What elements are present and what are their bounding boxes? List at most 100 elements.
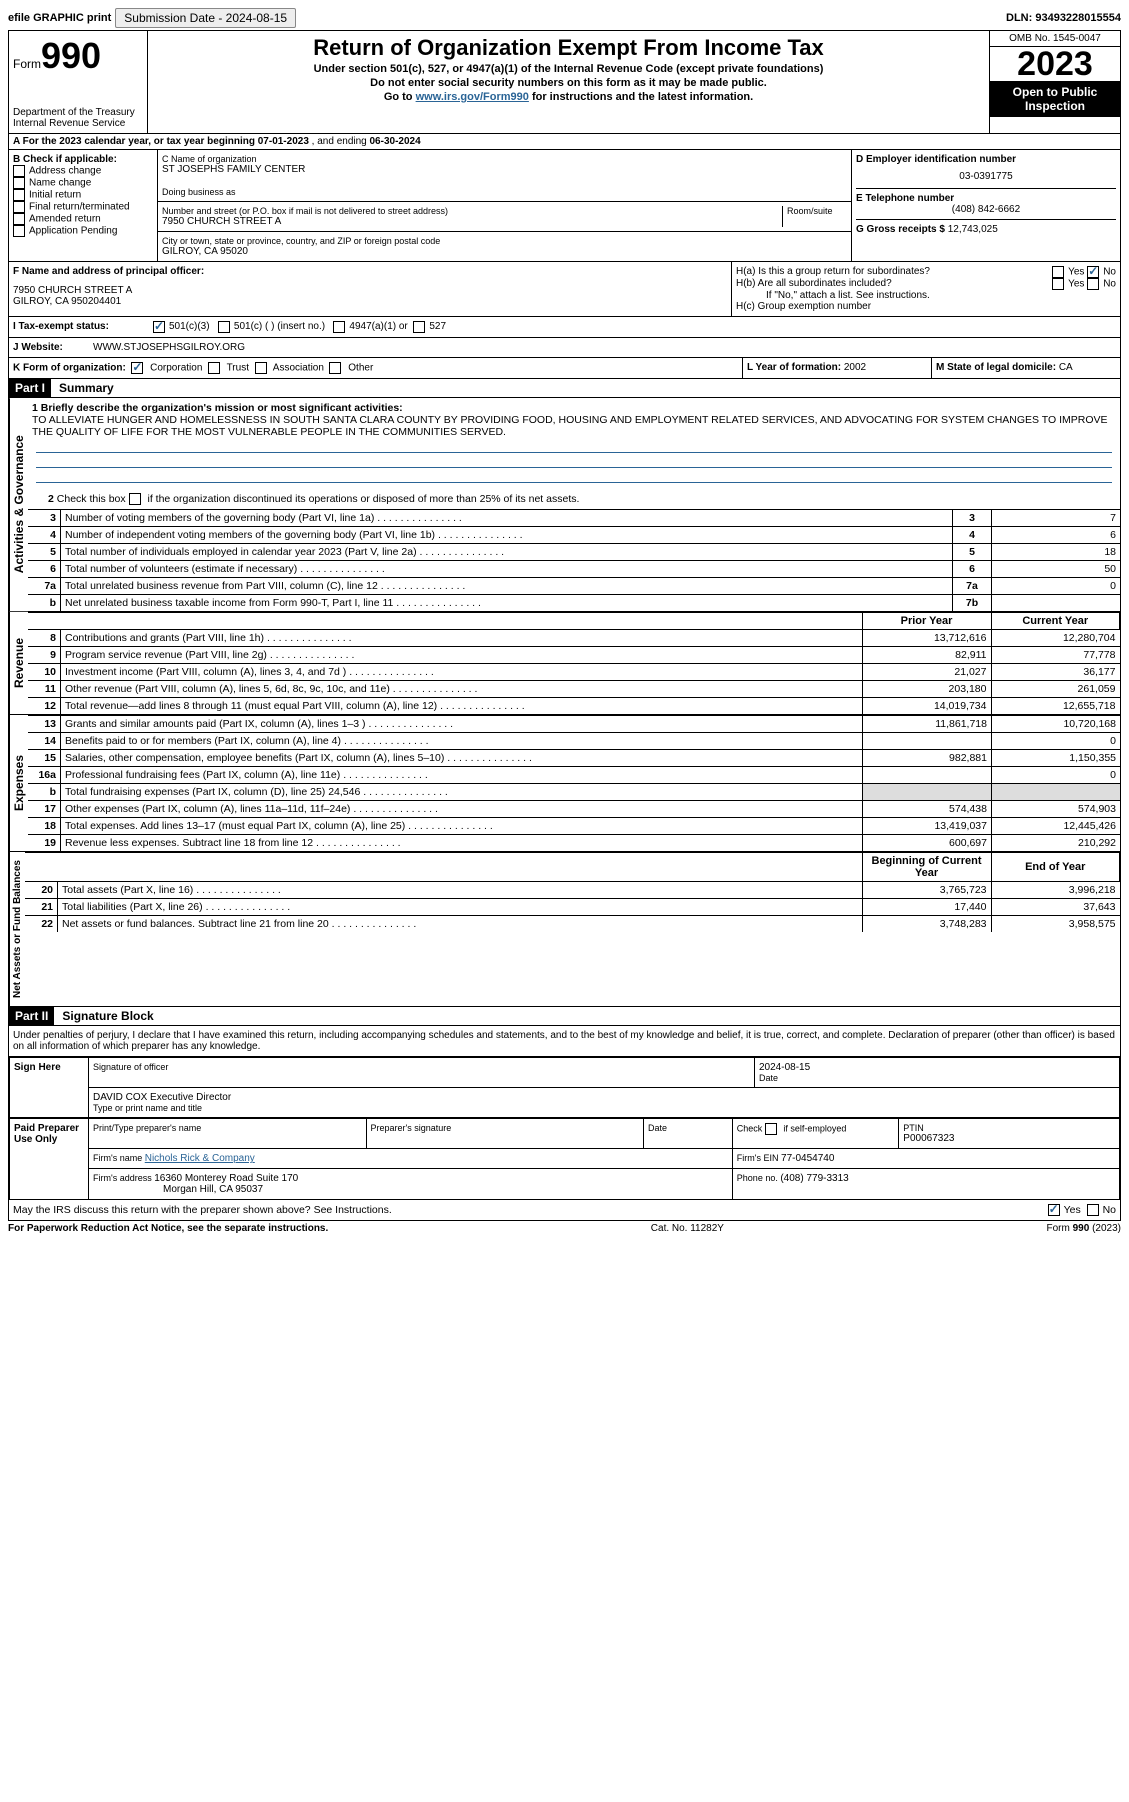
section-d-e-g: D Employer identification number 03-0391… <box>852 150 1120 261</box>
year-formation-value: 2002 <box>844 362 866 373</box>
print-name-label: Print/Type preparer's name <box>93 1123 362 1133</box>
current-year-header: Current Year <box>991 613 1120 630</box>
table-row: 15Salaries, other compensation, employee… <box>28 750 1120 767</box>
501c-label: 501(c) ( ) (insert no.) <box>234 321 325 333</box>
submission-button[interactable]: Submission Date - 2024-08-15 <box>115 8 296 28</box>
firm-addr1: 16360 Monterey Road Suite 170 <box>154 1173 298 1184</box>
ptin-label: PTIN <box>903 1123 1115 1133</box>
527-label: 527 <box>429 321 446 333</box>
footer-left: For Paperwork Reduction Act Notice, see … <box>8 1223 328 1234</box>
sign-here-label: Sign Here <box>10 1058 89 1118</box>
firm-name-value[interactable]: Nichols Rick & Company <box>145 1153 255 1164</box>
table-row: 3Number of voting members of the governi… <box>28 510 1120 527</box>
net-assets-table: Beginning of Current YearEnd of Year 20T… <box>25 852 1120 932</box>
corp-label: Corporation <box>150 363 202 374</box>
section-a: A For the 2023 calendar year, or tax yea… <box>9 134 1120 150</box>
table-row: 6Total number of volunteers (estimate if… <box>28 561 1120 578</box>
efile-label: efile GRAPHIC print <box>8 12 111 24</box>
inspection-label: Open to Public Inspection <box>990 81 1120 117</box>
table-row: 21Total liabilities (Part X, line 26)17,… <box>25 899 1120 916</box>
4947-checkbox[interactable] <box>333 321 345 333</box>
form-title: Return of Organization Exempt From Incom… <box>152 35 985 61</box>
prep-date-label: Date <box>648 1123 728 1133</box>
instructions-link[interactable]: www.irs.gov/Form990 <box>416 91 529 103</box>
corporation-checkbox[interactable] <box>131 362 143 374</box>
paid-preparer-label: Paid Preparer Use Only <box>10 1119 89 1200</box>
h-b-yes-checkbox[interactable] <box>1052 278 1064 290</box>
application-pending-checkbox[interactable] <box>13 225 25 237</box>
discuss-yes-checkbox[interactable] <box>1048 1204 1060 1216</box>
h-b-no-checkbox[interactable] <box>1087 278 1099 290</box>
form-number: 990 <box>41 35 101 77</box>
subtitle-3-prefix: Go to <box>384 91 416 103</box>
other-checkbox[interactable] <box>329 362 341 374</box>
h-a-yes-checkbox[interactable] <box>1052 266 1064 278</box>
beg-year-header: Beginning of Current Year <box>862 853 991 882</box>
table-row: bNet unrelated business taxable income f… <box>28 595 1120 612</box>
revenue-table: Prior YearCurrent Year 8Contributions an… <box>28 612 1120 714</box>
org-address: 7950 CHURCH STREET A <box>162 216 778 227</box>
trust-checkbox[interactable] <box>208 362 220 374</box>
phone-label: E Telephone number <box>856 189 1116 204</box>
org-name: ST JOSEPHS FAMILY CENTER <box>162 164 847 175</box>
discontinued-checkbox[interactable] <box>129 493 141 505</box>
table-row: 4Number of independent voting members of… <box>28 527 1120 544</box>
no-label-2: No <box>1103 279 1116 290</box>
sig-date: 2024-08-15 <box>759 1062 1115 1073</box>
period-begin: 07-01-2023 <box>258 136 309 147</box>
dept-label: Department of the Treasury <box>13 107 143 118</box>
part2-header: Part II <box>9 1007 54 1025</box>
527-checkbox[interactable] <box>413 321 425 333</box>
table-row: 20Total assets (Part X, line 16)3,765,72… <box>25 882 1120 899</box>
501c3-checkbox[interactable] <box>153 321 165 333</box>
org-name-label: C Name of organization <box>162 154 847 164</box>
address-change-label: Address change <box>29 166 101 177</box>
dba-label: Doing business as <box>162 187 847 197</box>
table-row: 17Other expenses (Part IX, column (A), l… <box>28 801 1120 818</box>
h-c-label: H(c) Group exemption number <box>736 301 1116 312</box>
firm-addr2: Morgan Hill, CA 95037 <box>93 1184 728 1195</box>
address-change-checkbox[interactable] <box>13 165 25 177</box>
h-b-label: H(b) Are all subordinates included? <box>736 278 892 290</box>
table-row: 7aTotal unrelated business revenue from … <box>28 578 1120 595</box>
year-formation-label: L Year of formation: <box>747 362 844 373</box>
firm-ein-value: 77-0454740 <box>781 1153 834 1164</box>
part1-header: Part I <box>9 379 51 397</box>
signature-table: Sign Here Signature of officer 2024-08-1… <box>9 1057 1120 1118</box>
self-employed-checkbox[interactable] <box>765 1123 777 1135</box>
table-row: 22Net assets or fund balances. Subtract … <box>25 916 1120 933</box>
assoc-label: Association <box>273 363 324 374</box>
officer-name: DAVID COX Executive Director <box>93 1092 1115 1103</box>
domicile-value: CA <box>1059 362 1073 373</box>
table-row: 9Program service revenue (Part VIII, lin… <box>28 647 1120 664</box>
q2-prefix: Check this box <box>57 493 129 505</box>
application-pending-label: Application Pending <box>29 226 117 237</box>
name-change-checkbox[interactable] <box>13 177 25 189</box>
date-label: Date <box>759 1073 1115 1083</box>
subtitle-2: Do not enter social security numbers on … <box>152 77 985 89</box>
firm-addr-label: Firm's address <box>93 1173 154 1183</box>
q2-suffix: if the organization discontinued its ope… <box>145 493 580 505</box>
subtitle-1: Under section 501(c), 527, or 4947(a)(1)… <box>152 63 985 75</box>
table-row: 14Benefits paid to or for members (Part … <box>28 733 1120 750</box>
discuss-no-checkbox[interactable] <box>1087 1204 1099 1216</box>
table-row: 10Investment income (Part VIII, column (… <box>28 664 1120 681</box>
h-a-no-checkbox[interactable] <box>1087 266 1099 278</box>
discuss-no-label: No <box>1103 1204 1116 1216</box>
revenue-label: Revenue <box>9 612 28 714</box>
association-checkbox[interactable] <box>255 362 267 374</box>
final-return-checkbox[interactable] <box>13 201 25 213</box>
form-header: Form 990 Department of the Treasury Inte… <box>9 31 1120 134</box>
footer-center: Cat. No. 11282Y <box>651 1223 724 1234</box>
sig-officer-label: Signature of officer <box>93 1062 750 1072</box>
table-row: 13Grants and similar amounts paid (Part … <box>28 716 1120 733</box>
501c-checkbox[interactable] <box>218 321 230 333</box>
period-end: 06-30-2024 <box>370 136 421 147</box>
mission-text: TO ALLEVIATE HUNGER AND HOMELESSNESS IN … <box>32 414 1116 438</box>
yes-label-2: Yes <box>1068 279 1084 290</box>
initial-return-checkbox[interactable] <box>13 189 25 201</box>
top-bar: efile GRAPHIC print Submission Date - 20… <box>8 8 1121 28</box>
ein-label: D Employer identification number <box>856 154 1116 165</box>
h-b-note: If "No," attach a list. See instructions… <box>736 290 1116 301</box>
amended-return-checkbox[interactable] <box>13 213 25 225</box>
